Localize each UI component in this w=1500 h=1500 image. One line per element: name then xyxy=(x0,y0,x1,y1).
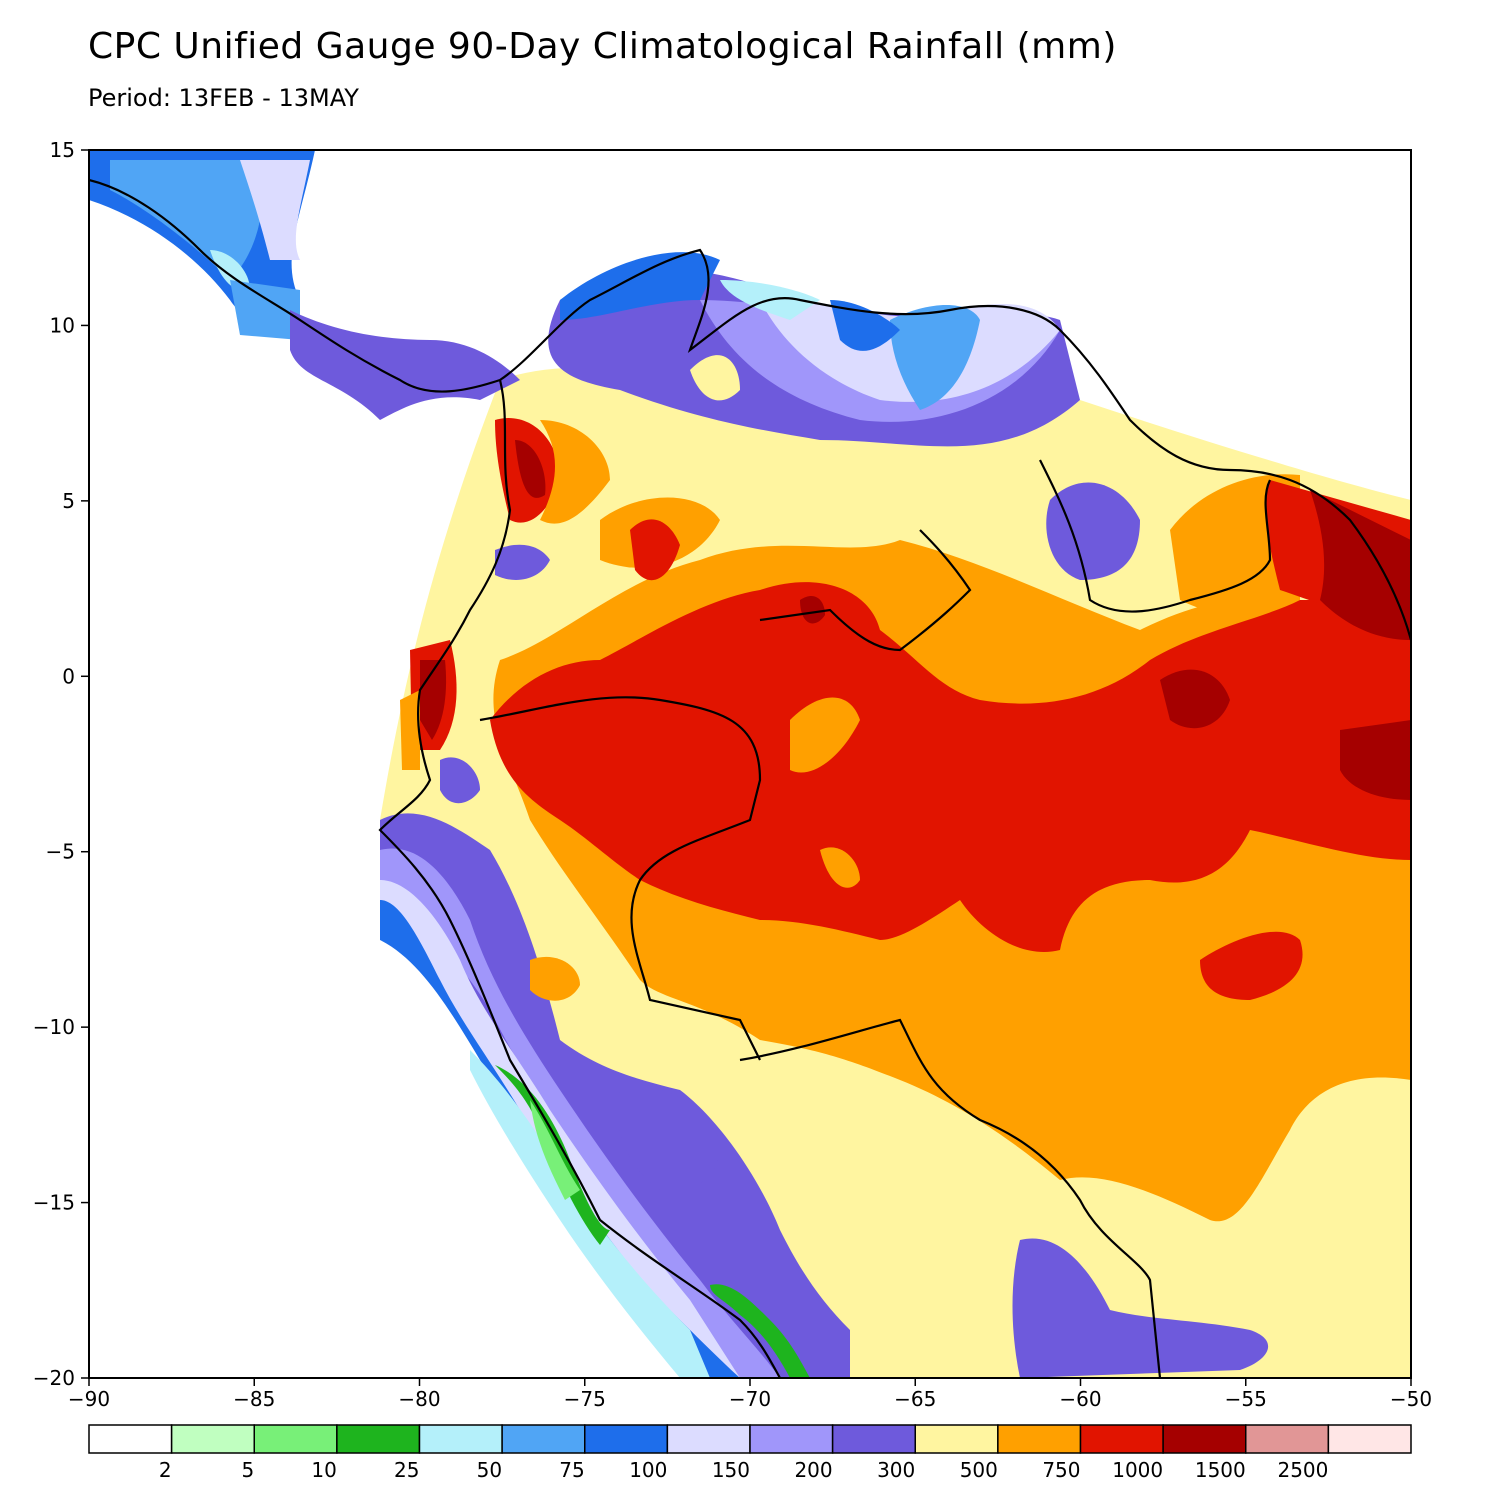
colorbar-swatch xyxy=(831,1424,916,1454)
colorbar-label: 150 xyxy=(712,1458,750,1482)
rain-zone-200-peru xyxy=(380,848,780,1378)
coast-central-america xyxy=(89,178,501,393)
rain-zone-300-guyana xyxy=(1046,482,1140,580)
colorbar-swatch xyxy=(997,1424,1082,1454)
colorbar-swatch xyxy=(253,1424,338,1454)
rain-zone-75-north xyxy=(890,305,980,410)
colorbar-label: 75 xyxy=(559,1458,584,1482)
coastlines xyxy=(89,178,1411,1378)
colorbar-label: 1000 xyxy=(1112,1458,1163,1482)
lon-tick-label: −80 xyxy=(398,1387,440,1411)
border-venezuela-brazil xyxy=(759,529,972,652)
colorbar-label: 5 xyxy=(242,1458,255,1482)
rain-zone-100-caribbean xyxy=(560,252,720,320)
rain-zone-75-cam xyxy=(110,160,263,280)
rain-zone-150-cam xyxy=(240,160,310,260)
lat-tick-label: 10 xyxy=(50,313,75,337)
map-subtitle: Period: 13FEB - 13MAY xyxy=(88,84,359,112)
colorbar-swatch xyxy=(336,1424,421,1454)
lon-tick-label: −50 xyxy=(1390,1387,1432,1411)
colorbar-label: 300 xyxy=(877,1458,915,1482)
rain-zone-1500-col xyxy=(800,595,825,624)
rain-zone-10-peru xyxy=(530,1100,580,1200)
rain-zone-300-peru xyxy=(380,813,850,1378)
coast-caribbean-sa xyxy=(499,248,1411,641)
colorbar-swatch xyxy=(501,1424,586,1454)
colorbar-swatch xyxy=(914,1424,999,1454)
colorbar-swatch xyxy=(1327,1424,1412,1454)
colorbar-swatch xyxy=(418,1424,503,1454)
rain-zone-1500-choco xyxy=(515,440,546,498)
map-title: CPC Unified Gauge 90-Day Climatological … xyxy=(88,26,1117,67)
colorbar-swatch xyxy=(749,1424,834,1454)
rain-zone-1500-amapa xyxy=(1340,720,1411,800)
colorbar-swatch xyxy=(1079,1424,1164,1454)
rain-zone-750-peru-spot xyxy=(530,956,580,1001)
rain-zone-300-ecuador-andes xyxy=(440,757,480,804)
lon-tick-label: −70 xyxy=(729,1387,771,1411)
colorbar-label: 25 xyxy=(394,1458,419,1482)
coast-pacific-sa xyxy=(378,379,781,1378)
border-guianas xyxy=(1039,459,1272,613)
lon-tick-label: −85 xyxy=(233,1387,275,1411)
colorbar-label: 200 xyxy=(794,1458,832,1482)
rain-zone-1500-manaus xyxy=(1160,669,1230,729)
colorbar-label: 100 xyxy=(629,1458,667,1482)
rain-zone-300-col-pacific xyxy=(495,544,550,580)
rain-zone-750-choco xyxy=(540,420,610,524)
lat-tick-label: −20 xyxy=(33,1366,75,1390)
lat-tick-label: −15 xyxy=(33,1191,75,1215)
lat-tick-label: 0 xyxy=(62,664,75,688)
colorbar-swatch xyxy=(584,1424,669,1454)
lat-tick-label: −10 xyxy=(33,1015,75,1039)
rain-zone-50-cam xyxy=(210,250,250,291)
rain-zone-1500-guiana xyxy=(1310,490,1411,640)
lon-tick-label: −75 xyxy=(564,1387,606,1411)
rain-zone-100-costa xyxy=(230,280,300,340)
axis-ticks: −90 −85 −80 −75 −70 −65 −60 −55 −50 15 10 5 0 −5 −10 −1… xyxy=(33,138,1432,1411)
colorbar-label: 2 xyxy=(159,1458,172,1482)
lon-tick-label: −90 xyxy=(68,1387,110,1411)
rain-zone-500-maracaibo xyxy=(690,355,740,401)
lat-tick-label: −5 xyxy=(46,840,75,864)
colorbar-swatch xyxy=(170,1424,255,1454)
rain-zone-750-spot1 xyxy=(820,847,860,888)
border-brazil-bolivia xyxy=(739,1018,1162,1378)
lon-tick-label: −55 xyxy=(1225,1387,1267,1411)
rain-zone-150-peru xyxy=(380,880,740,1378)
colorbar-label: 1500 xyxy=(1195,1458,1246,1482)
colorbar-label: 500 xyxy=(960,1458,998,1482)
rain-zone-25-chile xyxy=(710,1284,810,1378)
colorbar-label: 50 xyxy=(477,1458,502,1482)
colorbar-swatch xyxy=(1162,1424,1247,1454)
rain-zone-1000-bolivia xyxy=(1200,931,1303,1000)
rain-zone-750-ecuador xyxy=(400,690,420,770)
rain-zone-300-bolivia xyxy=(1012,1238,1269,1378)
lon-tick-label: −60 xyxy=(1059,1387,1101,1411)
colorbar: 2 5 10 25 50 75 100 150 200 300 500 750 1000 1500 2500 xyxy=(88,1424,1412,1482)
lon-tick-label: −65 xyxy=(894,1387,936,1411)
rain-zone-300-andes-bo xyxy=(617,1087,720,1190)
lat-tick-label: 5 xyxy=(62,489,75,513)
rain-zone-1000-col xyxy=(630,519,680,581)
colorbar-swatch xyxy=(88,1424,173,1454)
colorbar-label: 10 xyxy=(311,1458,336,1482)
border-colombia-peru xyxy=(479,696,762,1061)
rain-zone-100-peru xyxy=(380,900,740,1378)
rain-zone-750-spot2 xyxy=(790,697,860,773)
rainfall-field xyxy=(89,150,1411,1378)
rain-zone-300-panama xyxy=(290,310,520,420)
colorbar-label: 2500 xyxy=(1277,1458,1328,1482)
lat-tick-label: 15 xyxy=(50,138,75,162)
colorbar-swatch xyxy=(666,1424,751,1454)
colorbar-swatch xyxy=(1245,1424,1330,1454)
rain-zone-100-north xyxy=(830,300,900,351)
colorbar-label: 750 xyxy=(1042,1458,1080,1482)
